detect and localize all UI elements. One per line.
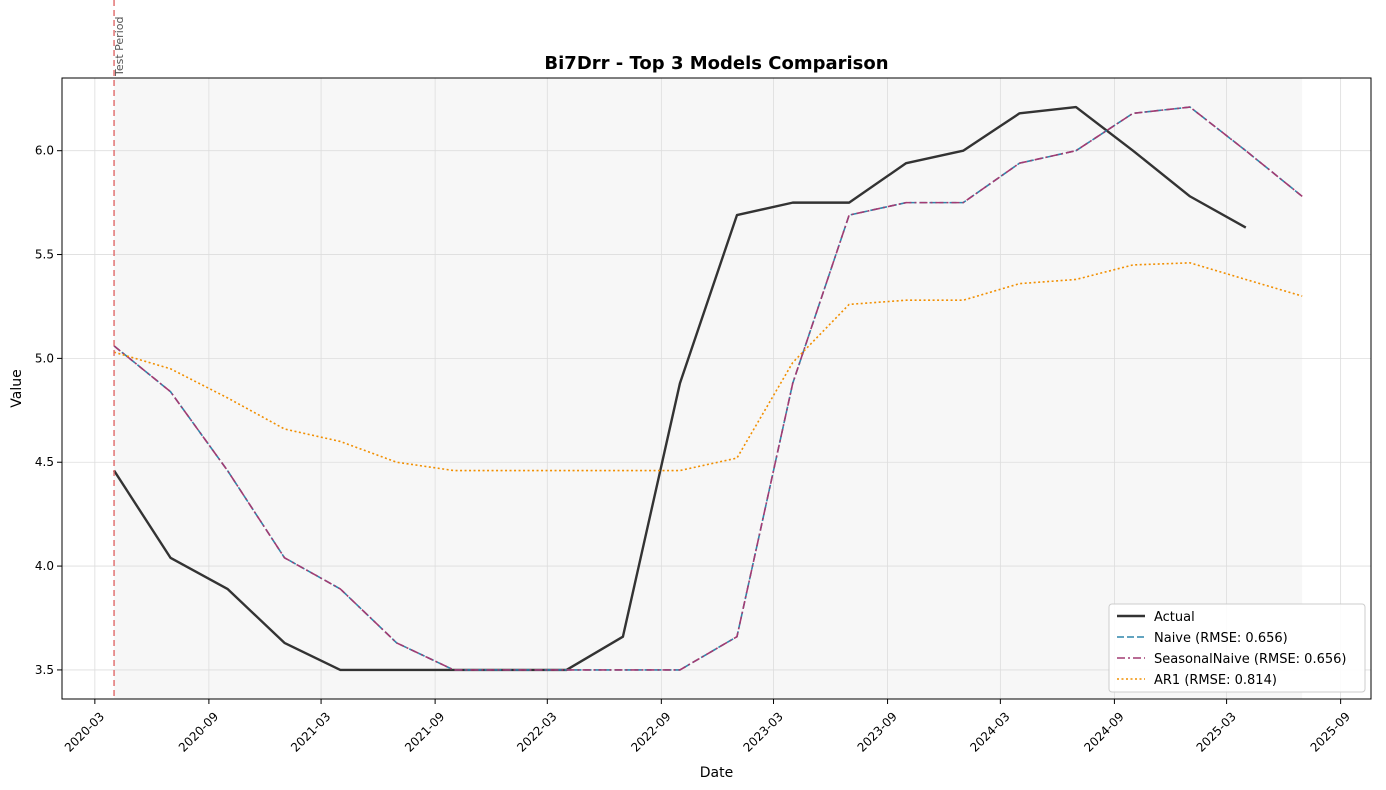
- plot-area: Test Period: [61, 0, 1372, 700]
- legend-entry-3: AR1 (RMSE: 0.814): [1154, 673, 1277, 688]
- legend-entry-1: Naive (RMSE: 0.656): [1154, 631, 1288, 646]
- test-period-band: [114, 78, 1303, 699]
- series-line-0: [113, 105, 1247, 672]
- legend: Actual Naive (RMSE: 0.656) SeasonalNaive (…: [1108, 603, 1366, 693]
- legend-entry-0: Actual: [1154, 610, 1195, 625]
- legend-entry-2: SeasonalNaive (RMSE: 0.656): [1154, 652, 1346, 667]
- y-tick-label: 4.0: [35, 559, 54, 573]
- y-tick-label: 5.5: [35, 248, 54, 262]
- series-layer: [113, 105, 1303, 672]
- x-axis-label: Date: [700, 765, 733, 781]
- y-axis-label: Value: [9, 369, 25, 407]
- chart-title: Bi7Drr - Top 3 Models Comparison: [544, 53, 888, 74]
- y-tick-label: 4.5: [35, 455, 54, 469]
- y-tick-label: 3.5: [35, 663, 54, 677]
- series-line-2: [113, 106, 1303, 671]
- series-line-3: [113, 262, 1303, 472]
- y-axis: 3.5 4.0 4.5 5.0 5.5 6.0: [35, 144, 62, 677]
- y-tick-label: 5.0: [35, 351, 54, 365]
- legend-box: [1108, 603, 1366, 693]
- plot-frame: [61, 77, 1372, 700]
- grid: [62, 78, 1371, 699]
- y-tick-label: 6.0: [35, 144, 54, 158]
- test-period-label: Test Period: [113, 17, 126, 77]
